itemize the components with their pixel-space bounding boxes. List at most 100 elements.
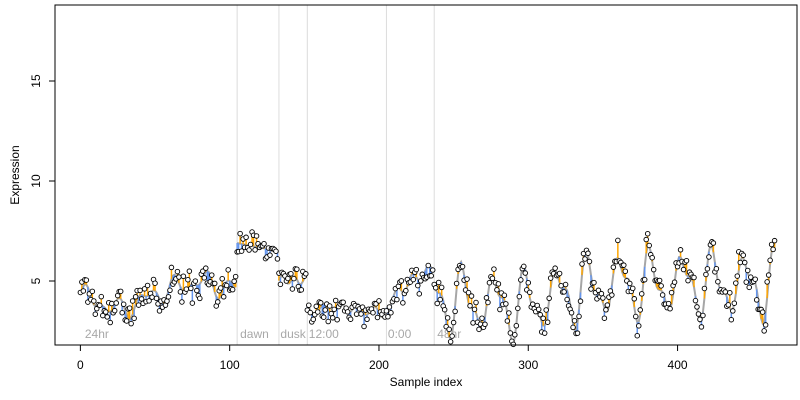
data-point [398,278,405,284]
data-point [577,298,584,304]
data-point [425,262,431,269]
data-point [220,294,227,300]
data-point [403,287,409,294]
data-point [418,278,424,284]
data-point [298,287,305,293]
data-point [119,309,125,316]
data-point [232,273,239,280]
data-point [146,298,152,304]
data-point [113,300,119,306]
data-point [544,319,551,325]
data-point [186,268,193,274]
data-point [438,284,445,291]
data-point [540,315,546,322]
data-point [506,310,512,316]
data-point [637,307,643,313]
data-points [77,229,778,348]
data-point [665,300,672,307]
data-point [361,323,367,330]
data-point [564,296,570,303]
data-point [574,330,581,336]
data-point [667,305,673,312]
data-point [167,287,173,294]
data-point [217,285,224,291]
data-point [546,295,552,302]
data-point [306,302,312,308]
data-point [561,289,567,295]
data-point [510,341,517,348]
data-point [765,272,772,278]
data-point [117,288,124,295]
region-label: 24hr [85,327,109,341]
data-point [219,275,225,282]
data-point [516,293,523,300]
data-point [332,297,339,304]
data-point [394,296,400,303]
data-point [247,241,254,248]
data-point [291,275,297,282]
y-tick-label: 5 [29,277,43,284]
data-point [579,261,585,267]
data-point [471,306,478,313]
data-point [715,278,721,285]
data-point [600,295,606,301]
data-point [165,294,172,300]
data-point [730,308,736,314]
data-point [627,280,633,287]
data-point [543,307,549,313]
data-point [320,314,327,320]
data-point [138,296,145,302]
data-point [446,326,452,333]
data-point [518,277,524,283]
data-point [383,308,390,314]
data-point [764,279,770,285]
data-point [273,248,279,254]
data-point [694,304,700,310]
data-point [527,289,533,296]
data-point [700,312,706,319]
data-point [556,270,563,277]
data-point [185,276,191,283]
data-point [649,254,655,261]
region-label: dawn [240,327,269,341]
region-labels: 24hr dawn dusk 12:00 0:00 48hr [85,327,461,341]
data-point [310,316,317,323]
data-point [658,283,664,289]
data-point [588,286,594,292]
data-point [728,316,735,323]
data-point [586,258,593,265]
data-point [464,276,470,282]
data-point [107,319,113,326]
data-point [120,301,127,308]
data-point [103,309,109,315]
data-point [650,266,657,273]
data-point [252,247,258,253]
data-point [441,306,448,313]
data-point [558,282,564,289]
data-point [761,328,767,334]
x-tick-label: 200 [369,358,389,372]
data-point [91,298,97,304]
data-point [177,289,184,295]
data-point [479,315,485,321]
data-point [494,287,500,293]
data-point [353,311,360,317]
data-point [126,305,133,311]
data-point [631,296,638,302]
data-point [315,309,321,315]
data-point [370,309,376,316]
data-point [601,315,608,321]
data-point [737,259,744,266]
data-point [413,266,420,273]
data-point [80,288,87,294]
data-point [274,256,281,262]
data-point [153,295,160,302]
region-label: 0:00 [388,327,412,341]
data-point [504,318,511,324]
data-point [747,274,754,280]
data-point [521,263,527,270]
data-point [683,257,690,264]
data-point [604,302,611,308]
data-point [638,291,645,297]
data-point [746,284,752,291]
